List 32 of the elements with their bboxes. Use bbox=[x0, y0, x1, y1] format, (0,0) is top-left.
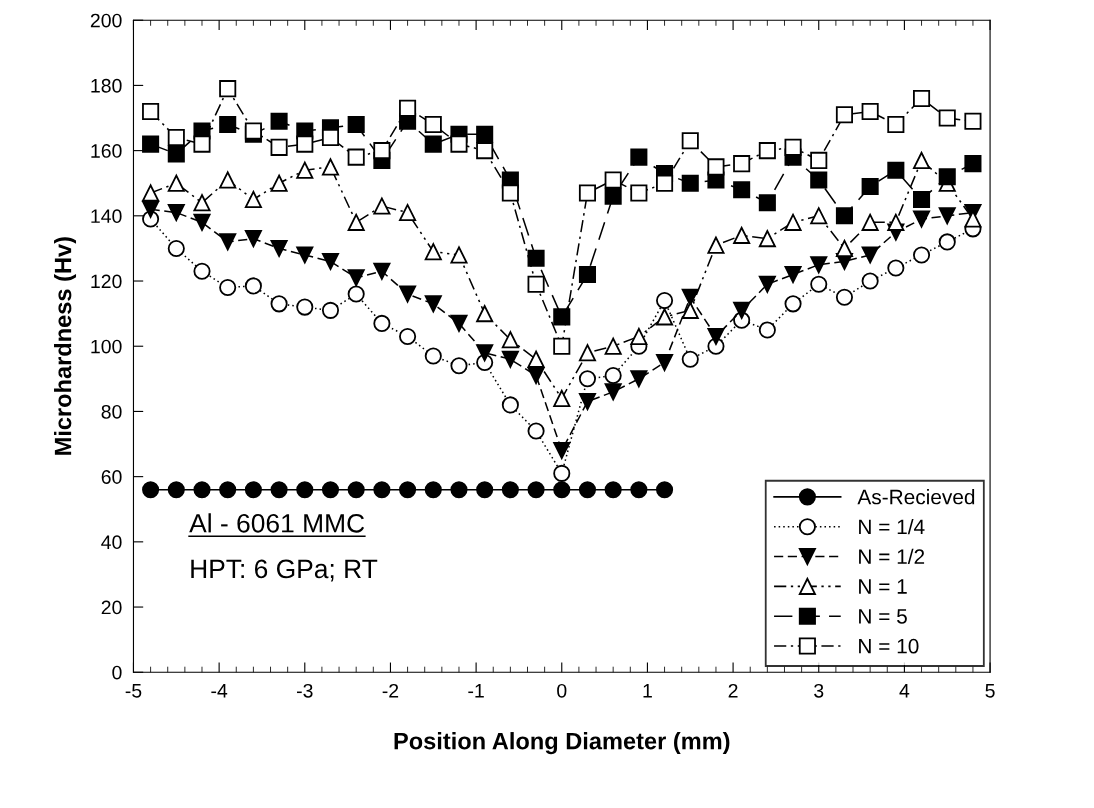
x-tick-label: -5 bbox=[125, 684, 142, 698]
legend-label: N = 1/4 bbox=[859, 518, 925, 535]
x-tick-label: 0 bbox=[557, 683, 567, 698]
y-tick-label: 180 bbox=[91, 78, 122, 93]
y-tick-label: 140 bbox=[91, 209, 122, 224]
x-tick-label: 5 bbox=[985, 684, 995, 698]
legend-label: As-Recieved bbox=[857, 489, 975, 505]
x-tick-label: 3 bbox=[814, 683, 824, 698]
y-tick-label: 160 bbox=[91, 144, 122, 158]
x-tick-label: 1 bbox=[643, 684, 652, 698]
x-axis-title: Position Along Diameter (mm) bbox=[394, 732, 730, 755]
x-tick-label: 4 bbox=[899, 684, 910, 698]
x-tick-label: -4 bbox=[211, 684, 228, 698]
legend-label: N = 5 bbox=[859, 609, 907, 624]
legend-label: N = 10 bbox=[859, 638, 919, 654]
x-tick-label: -1 bbox=[468, 684, 484, 698]
annotation: Al - 6061 MMC bbox=[189, 513, 365, 533]
annotation: HPT: 6 GPa; RT bbox=[191, 559, 378, 582]
y-tick-label: 40 bbox=[101, 535, 122, 550]
legend-label: N = 1/2 bbox=[859, 548, 925, 565]
x-tick-label: -3 bbox=[297, 683, 313, 698]
y-axis-title: Microhardness (Hv) bbox=[54, 237, 77, 455]
y-tick-label: 20 bbox=[101, 600, 122, 615]
y-tick-label: 80 bbox=[101, 404, 122, 419]
y-tick-label: 120 bbox=[91, 274, 122, 289]
y-tick-label: 100 bbox=[91, 339, 122, 354]
y-tick-label: 60 bbox=[101, 470, 122, 484]
x-tick-label: -2 bbox=[382, 683, 399, 698]
x-tick-label: 2 bbox=[728, 683, 738, 698]
y-tick-label: 0 bbox=[112, 665, 122, 680]
legend-label: N = 1 bbox=[859, 579, 907, 594]
y-tick-label: 200 bbox=[90, 13, 122, 28]
